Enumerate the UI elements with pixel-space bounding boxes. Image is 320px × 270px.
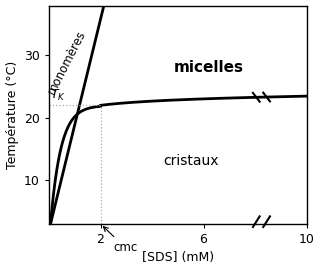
Text: micelles: micelles bbox=[174, 60, 244, 75]
Text: monomères: monomères bbox=[45, 28, 89, 96]
X-axis label: [SDS] (mM): [SDS] (mM) bbox=[142, 251, 214, 264]
Y-axis label: Température (°C): Température (°C) bbox=[5, 60, 19, 169]
Text: cristaux: cristaux bbox=[163, 154, 218, 168]
Text: $T_K$: $T_K$ bbox=[50, 88, 66, 103]
Text: cmc: cmc bbox=[103, 227, 138, 254]
